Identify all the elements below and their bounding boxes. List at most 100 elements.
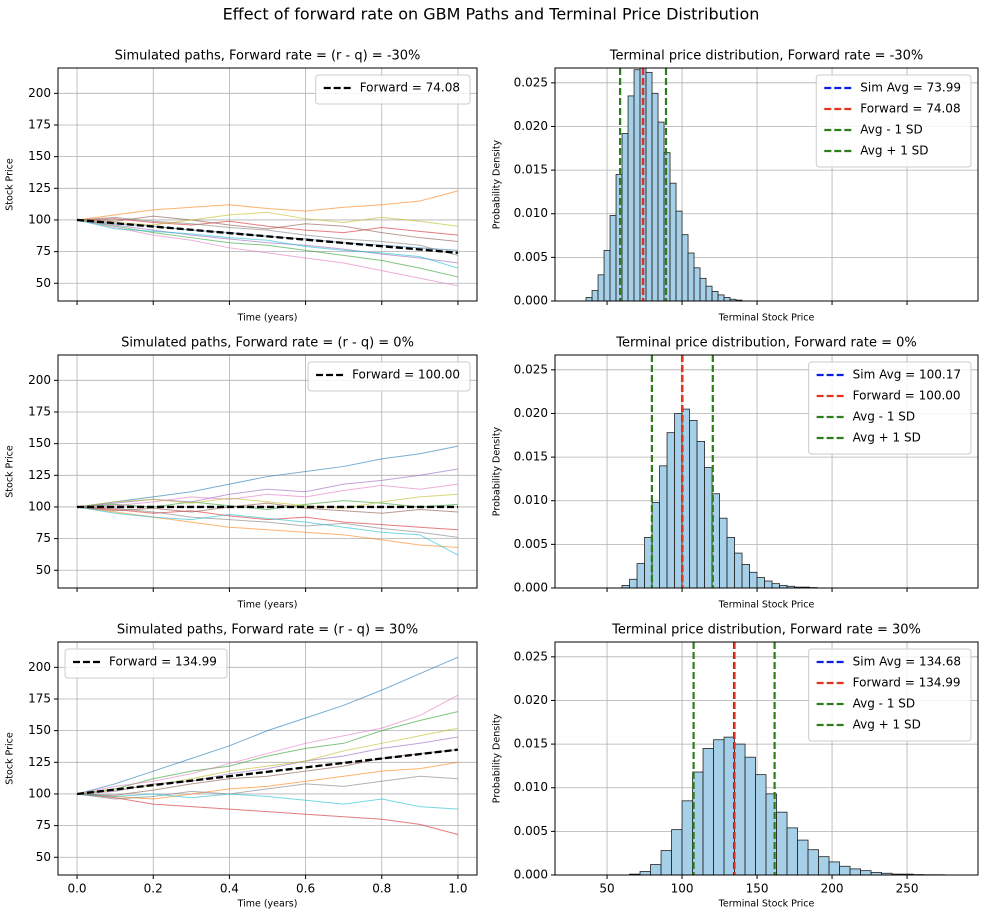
bar [734, 743, 746, 875]
y-tick-label: 0.020 [514, 693, 548, 707]
path-line [76, 506, 458, 548]
y-tick-label: 150 [28, 149, 51, 163]
y-tick-label: 0.010 [514, 780, 548, 794]
y-tick-label: 100 [28, 499, 51, 513]
x-axis-label: Time (years) [237, 313, 298, 324]
legend-label: Forward = 134.99 [853, 676, 961, 690]
bar [711, 291, 719, 301]
y-tick-label: 200 [28, 86, 51, 100]
legend-box [315, 74, 471, 105]
y-axis-label: Stock Price [5, 732, 16, 785]
forward-line [76, 748, 459, 796]
axes-frame [57, 67, 478, 302]
subplot: Terminal price distribution, Forward rat… [492, 49, 979, 324]
y-tick-label: 50 [36, 850, 51, 864]
y-axis-label: Probability Density [492, 713, 503, 803]
subplot: Simulated paths, Forward rate = (r - q) … [5, 49, 478, 324]
path-line [77, 215, 459, 242]
axes-frame [554, 641, 979, 876]
subplot: Simulated paths, Forward rate = (r - q) … [5, 623, 478, 910]
x-axis-label: Time (years) [237, 600, 298, 611]
bar [660, 850, 672, 875]
y-tick-label: 0.000 [514, 294, 548, 308]
legend-label: Forward = 100.00 [853, 389, 961, 403]
bar [713, 739, 725, 875]
bar [849, 868, 861, 875]
bar [651, 502, 660, 588]
subplot: Terminal price distribution, Forward rat… [492, 623, 979, 910]
bar [659, 465, 668, 588]
y-tick-label: 100 [28, 786, 51, 800]
axes-frame [57, 354, 478, 589]
x-axis-label: Terminal Stock Price [718, 600, 815, 611]
bar [609, 215, 617, 301]
y-tick-label: 75 [36, 531, 51, 545]
y-tick-label: 0.025 [514, 362, 548, 376]
legend-box [808, 648, 972, 742]
y-tick-label: 150 [28, 436, 51, 450]
legend-label: Avg - 1 SD [853, 697, 916, 711]
bar [755, 774, 767, 875]
legend: Sim Avg = 134.68 Forward = 134.99 Avg - 1 … [808, 648, 972, 742]
bar [797, 839, 809, 875]
x-tick-label: 0.0 [67, 882, 86, 896]
y-tick-label: 50 [36, 276, 51, 290]
y-tick-label: 0.005 [514, 537, 548, 551]
y-tick-label: 75 [36, 244, 51, 258]
y-tick-label: 125 [28, 755, 51, 769]
x-tick-label: 50 [599, 882, 614, 896]
x-tick-label: 0.6 [296, 882, 315, 896]
plot-area [76, 190, 459, 287]
bar [669, 182, 677, 301]
path-line [76, 506, 459, 556]
bar [681, 234, 689, 301]
bar [687, 252, 695, 301]
y-tick-label: 175 [28, 691, 51, 705]
x-axis-label: Terminal Stock Price [718, 899, 815, 910]
legend-label: Sim Avg = 73.99 [860, 81, 961, 95]
y-tick-label: 0.000 [514, 868, 548, 882]
bar [702, 748, 714, 875]
path-line [76, 711, 459, 795]
subplot-title: Terminal price distribution, Forward rat… [609, 49, 923, 64]
bar [603, 249, 611, 301]
path-line [77, 218, 459, 236]
x-tick-label: 250 [896, 882, 919, 896]
bar [704, 467, 713, 588]
y-tick-label: 50 [36, 563, 51, 577]
legend: Forward = 134.99 [64, 648, 228, 679]
path-line [77, 749, 459, 796]
bar [666, 432, 675, 588]
x-tick-label: 200 [821, 882, 844, 896]
plot-area [76, 445, 459, 556]
legend-label: Forward = 100.00 [352, 368, 460, 382]
path-line [76, 775, 458, 800]
bar [839, 865, 851, 875]
legend: Sim Avg = 100.17 Forward = 100.00 Avg - 1 … [808, 361, 972, 455]
y-tick-label: 0.005 [514, 250, 548, 264]
bar [693, 267, 701, 301]
x-tick-label: 1.0 [448, 882, 467, 896]
subplot-title: Terminal price distribution, Forward rat… [611, 623, 921, 638]
bar [749, 571, 758, 588]
legend-label: Forward = 74.08 [360, 81, 460, 95]
legend: Sim Avg = 73.99 Forward = 74.08 Avg - 1 SD… [815, 74, 972, 168]
bar [705, 285, 713, 301]
path-line [76, 502, 458, 514]
path-line [76, 793, 459, 835]
y-tick-label: 0.015 [514, 450, 548, 464]
subplot-title: Simulated paths, Forward rate = (r - q) … [117, 623, 418, 638]
subplot-title: Simulated paths, Forward rate = (r - q) … [121, 336, 414, 351]
y-tick-label: 75 [36, 818, 51, 832]
plot-area [629, 642, 945, 875]
legend-label: Avg + 1 SD [860, 144, 928, 158]
legend-label: Sim Avg = 100.17 [853, 368, 961, 382]
bar [657, 121, 665, 301]
legend-label: Avg + 1 SD [853, 718, 921, 732]
bar [696, 440, 705, 588]
path-line [77, 793, 458, 810]
path-line [76, 445, 459, 508]
subplot: Simulated paths, Forward rate = (r - q) … [5, 336, 478, 611]
y-tick-label: 0.025 [514, 75, 548, 89]
bar [717, 294, 725, 301]
